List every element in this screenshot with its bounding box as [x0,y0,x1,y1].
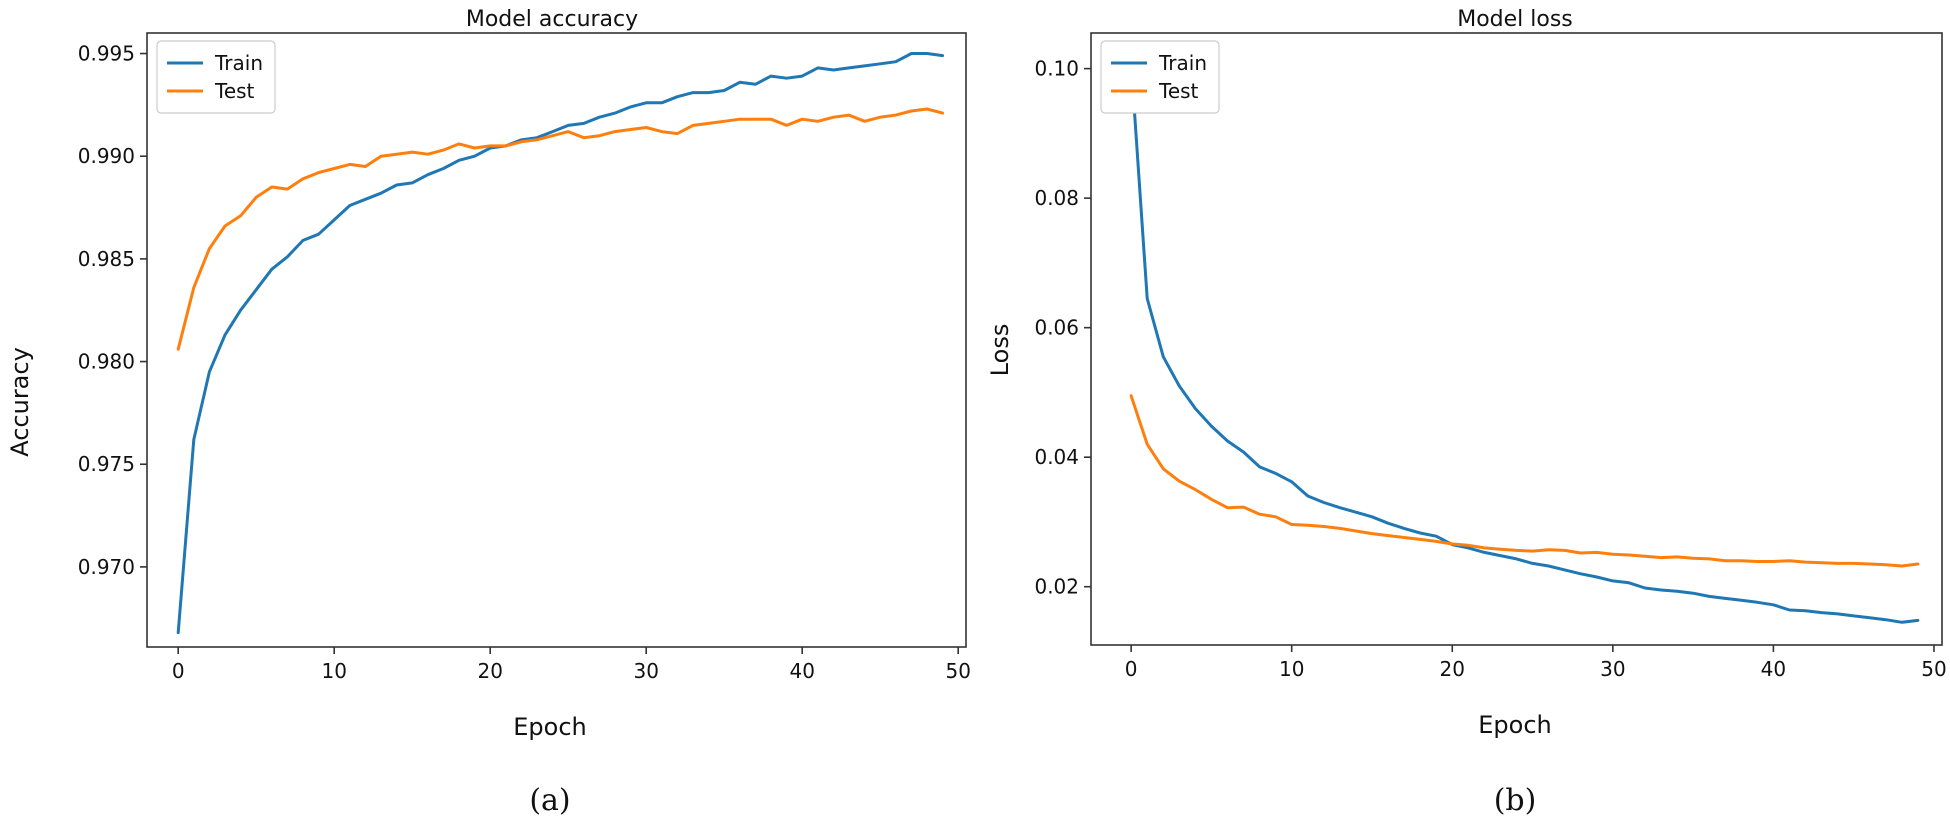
x-tick-label: 50 [1921,657,1946,681]
plot-frame [1090,32,1943,646]
x-axis-label: Epoch [1478,711,1552,739]
x-axis-label: Epoch [513,713,587,741]
chart-title: Model loss [1457,7,1573,32]
y-tick-label: 0.990 [78,144,135,168]
y-tick-label: 0.995 [78,42,135,66]
chart-loss: Model loss 0 10 20 30 40 50 0.02 0.04 0.06 0.08 0.… [986,7,1947,818]
x-tick-label: 30 [633,659,658,683]
series-line-test [1129,394,1920,568]
x-tick-label: 40 [789,659,814,683]
series-line-test [176,107,945,351]
y-axis-label: Accuracy [6,347,34,457]
chart-accuracy: Model accuracy 0 10 20 30 40 50 0.970 0.975 0.98… [6,7,971,818]
series-line-train [176,52,945,635]
legend-label: Test [214,79,255,103]
y-axis-label: Loss [986,324,1014,377]
x-tick-label: 20 [477,659,502,683]
legend-box [1100,40,1220,114]
y-tick-label: 0.970 [78,555,135,579]
x-tick-label: 0 [1125,657,1138,681]
x-tick-label: 0 [172,659,185,683]
plot-frame [146,32,967,648]
series-group [1129,60,1920,624]
y-tick-label: 0.10 [1034,57,1079,81]
x-tick-label: 10 [321,659,346,683]
y-tick-label: 0.985 [78,247,135,271]
legend: Train Test [1100,40,1220,114]
ticks: 0 10 20 30 40 50 0.970 0.975 0.980 0.985 0.990 0.99… [78,42,971,683]
x-tick-label: 30 [1600,657,1625,681]
legend-box [156,40,276,114]
subfigure-caption: (b) [1494,783,1537,818]
y-tick-label: 0.08 [1034,186,1079,210]
x-tick-label: 40 [1761,657,1786,681]
ticks: 0 10 20 30 40 50 0.02 0.04 0.06 0.08 0.10 [1034,57,1946,681]
y-tick-label: 0.975 [78,452,135,476]
x-tick-label: 20 [1440,657,1465,681]
chart-title: Model accuracy [466,7,638,32]
legend-label: Test [1158,79,1199,103]
legend: Train Test [156,40,276,114]
y-tick-label: 0.02 [1034,575,1079,599]
y-tick-label: 0.980 [78,350,135,374]
subfigure-caption: (a) [529,783,570,818]
legend-label: Train [1158,51,1207,75]
legend-label: Train [214,51,263,75]
y-tick-label: 0.04 [1034,445,1079,469]
series-line-train [1129,60,1920,624]
y-tick-label: 0.06 [1034,316,1079,340]
x-tick-label: 50 [945,659,970,683]
x-tick-label: 10 [1279,657,1304,681]
series-group [176,52,945,635]
